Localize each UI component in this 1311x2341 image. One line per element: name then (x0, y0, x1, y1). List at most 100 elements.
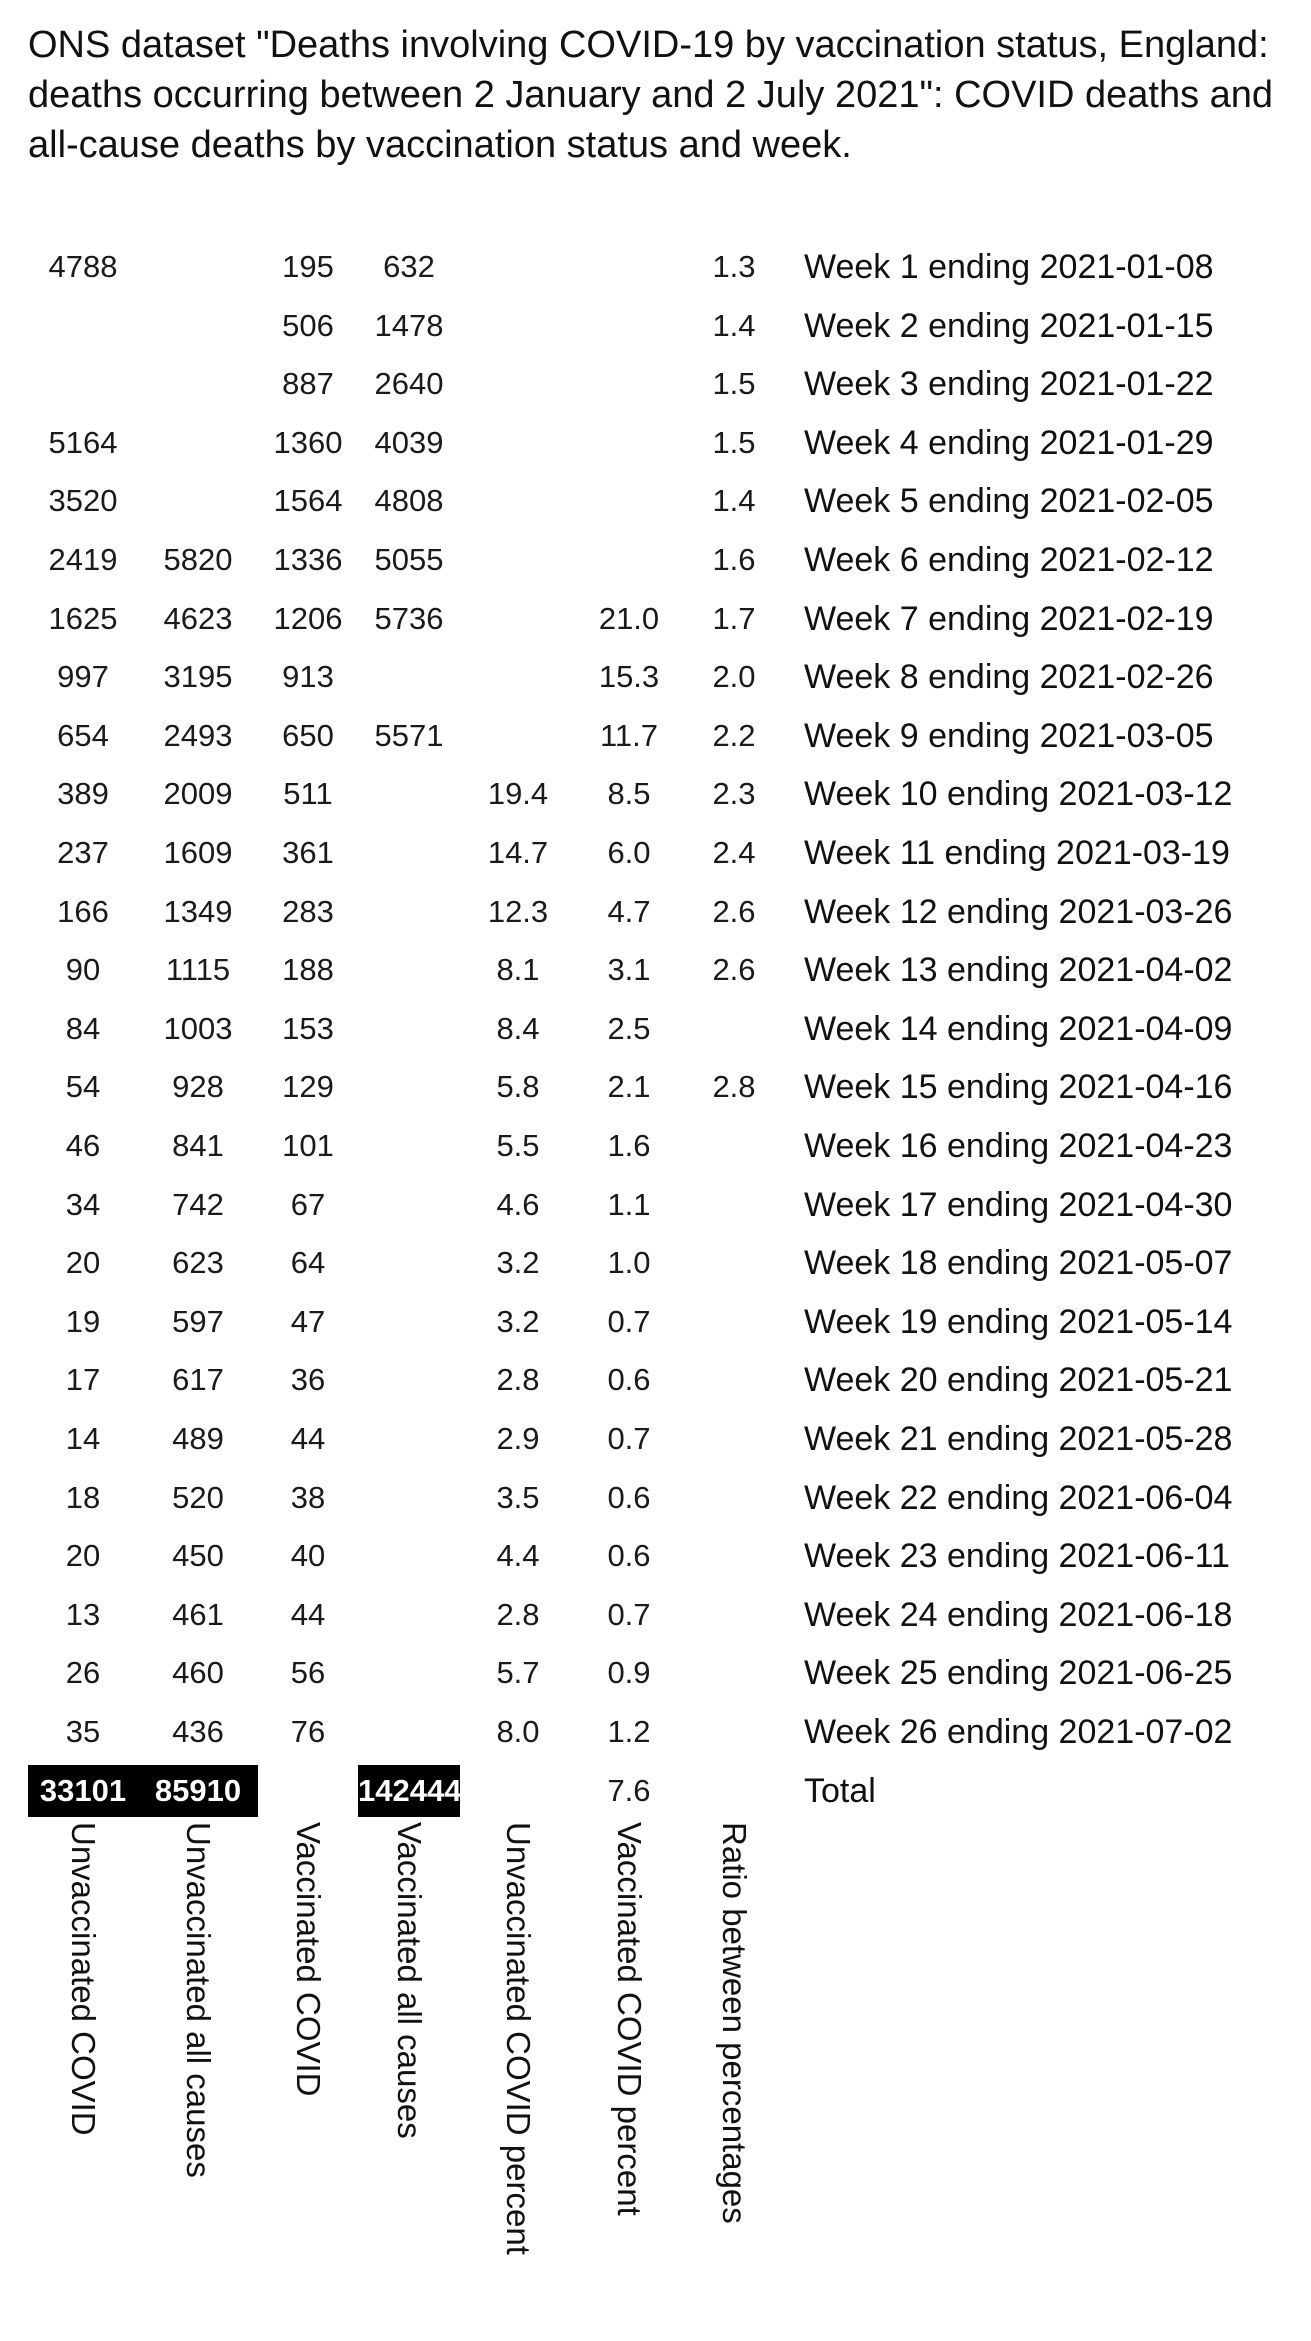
column-label-unvax-covid: Unvaccinated COVID (65, 1822, 102, 2136)
cell-unvax-all (138, 355, 258, 413)
week-label: Week 24 ending 2021-06-18 (804, 1595, 1233, 1634)
cell-vax-pct: 1.6 (607, 1128, 651, 1163)
cell-vax-all: 632 (383, 249, 435, 284)
cell-unvax-all: 623 (172, 1245, 224, 1281)
total-ratio (684, 1762, 784, 1820)
cell-unvax-pct: 12.3 (487, 893, 549, 929)
cell-unvax-pct (462, 531, 574, 589)
cell-vax-all (358, 941, 460, 999)
cell-vax-all (358, 1293, 460, 1351)
cell-unvax-all (138, 414, 258, 472)
cell-unvax-all: 5820 (163, 542, 233, 577)
cell-unvax-covid: 90 (65, 952, 101, 988)
cell-unvax-all: 2009 (163, 776, 233, 812)
cell-unvax-covid: 84 (65, 1010, 101, 1046)
cell-vax-covid: 506 (282, 307, 334, 343)
cell-unvax-pct (462, 648, 574, 706)
cell-vax-covid: 195 (282, 249, 334, 284)
total-vax-pct: 7.6 (607, 1772, 651, 1808)
cell-unvax-pct (462, 590, 574, 648)
cell-ratio: 2.6 (712, 952, 756, 988)
cell-vax-all: 1478 (374, 307, 444, 343)
cell-unvax-covid: 54 (65, 1069, 101, 1105)
cell-unvax-pct: 2.8 (496, 1362, 540, 1398)
week-label: Week 11 ending 2021-03-19 (804, 834, 1230, 872)
cell-unvax-pct: 4.4 (496, 1538, 540, 1574)
cell-vax-covid: 101 (282, 1128, 334, 1163)
cell-unvax-covid (28, 297, 138, 355)
cell-ratio (684, 1644, 784, 1702)
week-label: Week 12 ending 2021-03-26 (804, 892, 1233, 931)
cell-vax-covid: 56 (290, 1655, 326, 1691)
cell-vax-pct: 0.6 (607, 1362, 651, 1398)
cell-ratio: 1.7 (712, 600, 756, 636)
table-row: 997 3195 913 15.3 2.0 Week 8 ending 2021-02-2… (0, 648, 1311, 706)
cell-vax-covid: 1564 (273, 483, 343, 519)
cell-vax-covid: 913 (282, 659, 334, 695)
cell-vax-all (358, 1351, 460, 1409)
column-label-unvax-pct: Unvaccinated COVID percent (500, 1822, 537, 2255)
cell-unvax-covid: 18 (65, 1479, 101, 1515)
cell-vax-all (358, 1527, 460, 1585)
cell-vax-pct (574, 472, 684, 530)
column-label-vax-pct: Vaccinated COVID percent (611, 1822, 648, 2216)
cell-unvax-all: 841 (172, 1128, 224, 1163)
cell-vax-all (358, 1176, 460, 1234)
total-vax-all: 142444 (358, 1764, 461, 1817)
table-row: 166 1349 283 12.3 4.7 2.6 Week 12 ending 2021-… (0, 883, 1311, 941)
cell-ratio: 1.6 (712, 542, 756, 577)
cell-unvax-all (138, 297, 258, 355)
cell-vax-pct: 0.6 (607, 1479, 651, 1515)
table-row: 4788 195 632 1.3 Week 1 ending 2021-01-08 (0, 238, 1311, 296)
table-row: 2419 5820 1336 5055 1.6 Week 6 ending 2021-02… (0, 531, 1311, 589)
cell-vax-covid: 36 (290, 1362, 326, 1398)
week-label: Week 13 ending 2021-04-02 (804, 951, 1233, 990)
week-label: Week 8 ending 2021-02-26 (804, 658, 1214, 697)
cell-ratio: 2.4 (712, 835, 756, 870)
table-row: 5164 1360 4039 1.5 Week 4 ending 2021-01-29 (0, 414, 1311, 472)
cell-unvax-pct (462, 472, 574, 530)
cell-unvax-covid: 166 (57, 893, 109, 929)
cell-unvax-all: 489 (172, 1421, 224, 1456)
cell-ratio (684, 1410, 784, 1468)
cell-unvax-covid (28, 355, 138, 413)
table-row: 17 617 36 2.8 0.6 Week 20 ending 2021-05-21 (0, 1351, 1311, 1409)
week-label: Week 25 ending 2021-06-25 (804, 1654, 1233, 1693)
cell-unvax-all: 460 (172, 1655, 224, 1691)
cell-unvax-pct: 5.7 (496, 1655, 540, 1691)
cell-vax-pct: 0.9 (607, 1655, 651, 1691)
cell-unvax-covid: 654 (57, 717, 109, 753)
cell-vax-covid: 1206 (273, 600, 343, 636)
cell-vax-all (358, 648, 460, 706)
cell-unvax-all: 450 (172, 1538, 224, 1574)
week-label: Week 21 ending 2021-05-28 (804, 1420, 1233, 1458)
cell-unvax-pct: 2.9 (496, 1421, 540, 1456)
cell-vax-covid: 38 (290, 1479, 326, 1515)
week-label: Week 1 ending 2021-01-08 (804, 248, 1214, 286)
cell-vax-all: 2640 (374, 366, 444, 402)
cell-unvax-pct (462, 297, 574, 355)
cell-ratio (684, 1117, 784, 1175)
cell-vax-all (358, 1586, 460, 1644)
cell-unvax-all: 1609 (163, 835, 233, 870)
cell-unvax-pct: 3.2 (496, 1303, 540, 1339)
cell-vax-pct: 3.1 (607, 952, 651, 988)
cell-unvax-covid: 237 (57, 835, 109, 870)
table-row: 887 2640 1.5 Week 3 ending 2021-01-22 (0, 355, 1311, 413)
table-row: 13 461 44 2.8 0.7 Week 24 ending 2021-06-18 (0, 1586, 1311, 1644)
cell-unvax-pct: 3.5 (496, 1479, 540, 1515)
table-row: 389 2009 511 19.4 8.5 2.3 Week 10 ending 2021-… (0, 765, 1311, 823)
cell-vax-covid: 1336 (273, 542, 343, 577)
cell-unvax-covid: 1625 (48, 600, 118, 636)
cell-ratio: 2.6 (712, 893, 756, 929)
cell-ratio: 1.5 (712, 366, 756, 402)
cell-ratio: 1.5 (712, 424, 756, 460)
week-label: Week 3 ending 2021-01-22 (804, 365, 1214, 404)
cell-vax-covid: 153 (282, 1010, 334, 1046)
total-unvax-pct (462, 1762, 574, 1820)
cell-unvax-all (138, 472, 258, 530)
cell-vax-pct (574, 297, 684, 355)
cell-vax-all (358, 1469, 460, 1527)
week-label: Week 22 ending 2021-06-04 (804, 1478, 1233, 1517)
cell-unvax-covid: 14 (65, 1421, 101, 1456)
